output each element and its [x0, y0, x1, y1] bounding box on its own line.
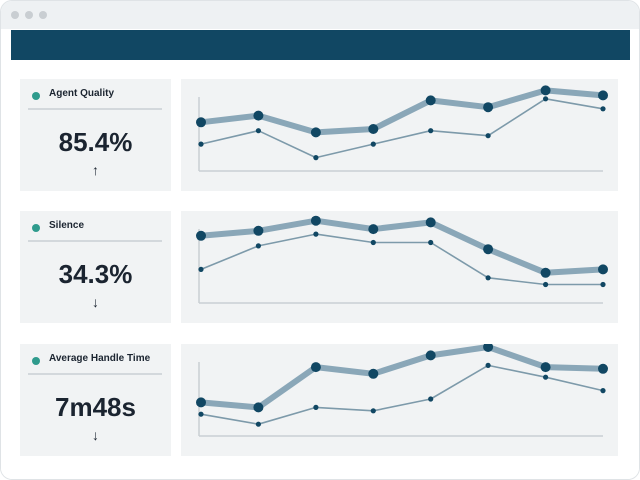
data-point — [540, 362, 551, 373]
data-point — [428, 396, 434, 402]
kpi-value: 34.3% — [58, 259, 133, 289]
app-header-bar — [11, 30, 630, 60]
data-point — [483, 244, 494, 255]
kpi-value: 7m48s — [55, 392, 136, 422]
data-point — [313, 231, 319, 237]
kpi-divider — [28, 373, 162, 375]
chart-card-silence — [181, 211, 618, 323]
chart-card-agent-quality — [181, 79, 618, 191]
status-dot-icon — [32, 92, 40, 100]
kpi-label: Average Handle Time — [49, 353, 151, 364]
line-chart — [196, 344, 608, 437]
data-point — [370, 239, 376, 246]
data-point — [543, 281, 549, 288]
kpi-value: 85.4% — [58, 127, 133, 157]
data-point — [198, 411, 204, 417]
arrow-down-icon: ↓ — [92, 294, 99, 310]
data-point — [313, 404, 319, 410]
data-point — [598, 264, 608, 275]
data-point — [600, 388, 606, 394]
kpi-divider — [28, 108, 162, 110]
data-point — [196, 230, 206, 241]
chart-card-average-handle-time — [181, 344, 618, 456]
data-point — [255, 243, 261, 249]
data-point — [425, 217, 436, 228]
data-point — [485, 275, 491, 281]
series-line — [200, 233, 604, 286]
data-point — [425, 95, 436, 106]
arrow-down-icon: ↓ — [92, 427, 99, 443]
data-point — [485, 362, 491, 368]
data-point — [255, 421, 261, 427]
data-point — [600, 281, 606, 288]
dashboard-content: Agent Quality 85.4% ↑ Silence 34.3% ↓ Av… — [1, 60, 639, 479]
line-chart — [196, 85, 608, 172]
kpi-label: Agent Quality — [49, 88, 115, 99]
data-point — [598, 90, 608, 101]
kpi-label: Silence — [49, 220, 85, 231]
data-point — [600, 106, 606, 112]
data-point — [428, 239, 434, 246]
data-point — [425, 350, 436, 361]
series-line — [200, 364, 604, 425]
data-point — [540, 267, 551, 278]
series-line — [198, 217, 606, 276]
data-point — [198, 141, 204, 147]
status-dot-icon — [32, 224, 40, 232]
data-point — [310, 215, 321, 226]
data-point — [253, 110, 264, 121]
kpi-divider — [28, 240, 162, 242]
series-line — [200, 97, 604, 159]
window-control-dot-icon[interactable] — [25, 11, 33, 19]
data-point — [368, 124, 379, 134]
data-point — [540, 85, 551, 96]
kpi-card-average-handle-time[interactable]: Average Handle Time 7m48s ↓ — [20, 344, 171, 456]
data-point — [483, 344, 494, 352]
data-point — [368, 368, 379, 379]
data-point — [428, 128, 434, 134]
line-chart — [196, 215, 608, 304]
series-line — [198, 344, 606, 411]
data-point — [370, 141, 376, 147]
kpi-card-silence[interactable]: Silence 34.3% ↓ — [20, 211, 171, 323]
data-point — [313, 155, 319, 161]
data-point — [198, 266, 204, 272]
data-point — [253, 225, 264, 236]
data-point — [310, 362, 321, 373]
window-titlebar — [1, 1, 639, 29]
arrow-up-icon: ↑ — [92, 162, 99, 178]
window-control-dot-icon[interactable] — [39, 11, 47, 19]
data-point — [255, 128, 261, 134]
data-point — [598, 363, 608, 374]
series-line — [198, 87, 606, 136]
data-point — [253, 402, 264, 413]
data-point — [196, 117, 206, 128]
window-control-dot-icon[interactable] — [11, 11, 19, 19]
data-point — [485, 133, 491, 139]
kpi-card-agent-quality[interactable]: Agent Quality 85.4% ↑ — [20, 79, 171, 191]
status-dot-icon — [32, 357, 40, 365]
data-point — [483, 102, 494, 113]
data-point — [310, 127, 321, 138]
data-point — [370, 408, 376, 414]
data-point — [368, 224, 379, 235]
data-point — [543, 374, 549, 380]
data-point — [196, 397, 206, 408]
data-point — [543, 96, 549, 102]
